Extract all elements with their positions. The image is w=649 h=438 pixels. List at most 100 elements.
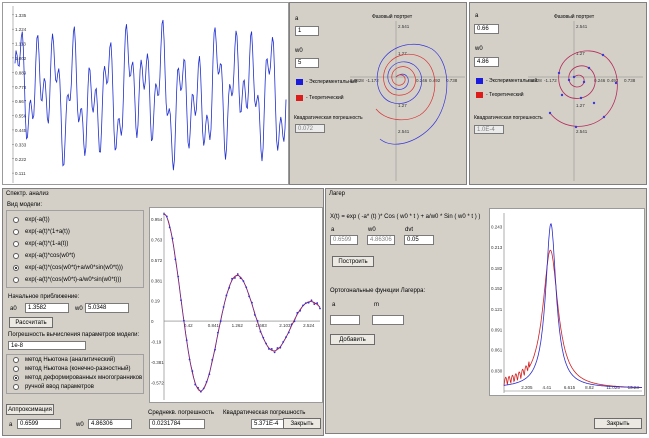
- w0-input-2[interactable]: 4.86: [474, 57, 499, 67]
- a-input-1[interactable]: 1: [295, 26, 319, 36]
- lag-xtick-0: 2.205: [521, 385, 533, 390]
- model-radio-2[interactable]: [13, 241, 19, 247]
- method-radio-2[interactable]: [13, 375, 19, 381]
- error-label-1: Квадратическая погрешность: [294, 115, 363, 121]
- legend-theory-label-1: - Теоретический: [306, 95, 344, 101]
- phase1-xtick-0: 0.9328: [350, 78, 364, 83]
- error-output-2: 1.0E-4: [474, 125, 504, 134]
- phase2-dot-1: [582, 80, 586, 84]
- phase1-ytick-3: 2.541: [398, 129, 410, 134]
- model-label-3[interactable]: exp(-a(t)*cos(w0*t): [25, 253, 76, 259]
- lag-ytick-3: 0.152: [491, 286, 503, 291]
- method-label-3[interactable]: ручной ввод параметров: [25, 384, 94, 390]
- signal-ytick-0: 1.335: [15, 13, 27, 18]
- quad-error-label: Квадратическая погрешность: [223, 410, 306, 416]
- method-radio-3[interactable]: [13, 384, 19, 390]
- spec-ytick-3: 0.381: [151, 278, 163, 283]
- phase2-dot-3: [587, 66, 591, 70]
- mean-error-label: Среднекв. погрешность: [148, 410, 214, 416]
- model-label-4[interactable]: exp(-a(t)*(cos(w0*t)+a/w0*sin(w0*t))): [25, 265, 123, 271]
- phase-window-1: a 1 w0 5 - Экспериментальный - Теоретиче…: [289, 2, 467, 185]
- method-label-2[interactable]: метод деформированных многогранников: [25, 375, 143, 381]
- phase2-dot-10: [548, 111, 552, 115]
- spectrum-plot-frame: 0.954 0.763 0.572 0.381 0.19 0 -0.19 -0.381 -0.5…: [149, 207, 323, 403]
- phase2-dot-6: [601, 53, 605, 57]
- signal-ytick-5: 0.778: [15, 85, 27, 90]
- spec-xtick-2: 1.262: [232, 323, 244, 328]
- result-a-label: a: [9, 422, 13, 428]
- laguerre-plot: 0.243 0.213 0.182 0.152 0.121 0.091 0.061 0.030…: [491, 213, 642, 393]
- method-group: [6, 354, 144, 394]
- build-button[interactable]: Построить: [332, 256, 374, 267]
- method-radio-1[interactable]: [13, 366, 19, 372]
- mean-error-output: 0.0231784: [149, 419, 205, 429]
- phase1-theory-curve: [375, 53, 436, 121]
- method-label-0[interactable]: метод Ньютона (аналитический): [25, 357, 116, 363]
- lag-ytick-7: 0.030: [491, 369, 503, 374]
- spectrum-close-button[interactable]: Закрыть: [283, 418, 321, 429]
- model-radio-0[interactable]: [13, 217, 19, 223]
- spectrum-plot: 0.954 0.763 0.572 0.381 0.19 0 -0.19 -0.381 -0.5…: [151, 212, 321, 400]
- phase2-dot-11: [560, 93, 564, 97]
- tolerance-input[interactable]: 1e-8: [8, 341, 86, 350]
- model-radio-4[interactable]: [13, 265, 19, 271]
- lag-ytick-2: 0.182: [491, 266, 503, 271]
- phase2-ytick-1: 1.27: [576, 51, 585, 56]
- a0-input[interactable]: 1.3582: [25, 303, 69, 313]
- spec-exp-line: [163, 213, 321, 393]
- result-a-output[interactable]: 0.6599: [17, 419, 61, 429]
- phase1-exp-curve: [376, 44, 448, 145]
- lag-a-input[interactable]: 0.6599: [330, 235, 358, 245]
- phase-plot-1: Фазовый портрет 2.541 1.27 1.27 2.541 0.…: [350, 13, 465, 181]
- phase-window-2: a 0.66 w0 4.86 - Экспериментальный - Тео…: [469, 2, 647, 185]
- phase2-dot-5: [557, 71, 561, 75]
- phase2-dot-8: [602, 115, 606, 119]
- model-radio-3[interactable]: [13, 253, 19, 259]
- phase2-dot-9: [574, 125, 578, 129]
- method-radio-0[interactable]: [13, 357, 19, 363]
- laguerre-close-button[interactable]: Закрыть: [594, 418, 642, 429]
- model-label-5[interactable]: exp(-a(t)*(cos(w0*t)-a/w0*sin(w0*t))): [25, 277, 122, 283]
- phase1-ytick-0: 2.541: [398, 24, 410, 29]
- a-input-2[interactable]: 0.66: [474, 24, 499, 34]
- quad-error-output: 5.371E-4: [251, 419, 287, 429]
- signal-ytick-8: 0.445: [15, 128, 27, 133]
- model-label-0[interactable]: exp(-a(t)): [25, 217, 50, 223]
- calculate-button[interactable]: Рассчитать: [9, 317, 53, 328]
- add-button[interactable]: Добавить: [330, 334, 375, 345]
- w0-label-2: w0: [475, 46, 483, 52]
- model-label-1[interactable]: exp(-a(t)*(1+a(t)): [25, 229, 70, 235]
- phase1-ytick-1: 1.27: [398, 51, 407, 56]
- w0-input-1[interactable]: 5: [295, 58, 319, 68]
- w0-init-input[interactable]: 5.0348: [85, 303, 129, 313]
- lag-w0-label: w0: [368, 227, 376, 233]
- spec-ytick-1: 0.763: [151, 237, 163, 242]
- model-radio-5[interactable]: [13, 277, 19, 283]
- spec-ytick-5: 0: [151, 319, 154, 324]
- laguerre-window: Лагер X(t) = exp ( -a* (t) )* Cos ( w0 *…: [325, 188, 647, 434]
- model-radio-1[interactable]: [13, 229, 19, 235]
- lag-dvt-input[interactable]: 0.05: [404, 235, 434, 245]
- phase2-dot-12: [592, 101, 596, 105]
- laguerre-plot-frame: 0.243 0.213 0.182 0.152 0.121 0.091 0.061 0.030…: [489, 208, 645, 396]
- lag-ytick-0: 0.243: [491, 225, 503, 230]
- spec-ytick-4: 0.19: [151, 299, 160, 304]
- spec-ytick-6: -0.19: [151, 339, 162, 344]
- w0-label-1: w0: [295, 48, 303, 54]
- spec-ytick-2: 0.572: [151, 258, 163, 263]
- func-m-input[interactable]: [372, 315, 404, 325]
- model-label-2[interactable]: exp(-a(t)*(1-a(t)): [25, 241, 69, 247]
- legend-exp-swatch-1: [296, 79, 303, 85]
- error-label-2: Квадратическая погрешность: [474, 115, 543, 121]
- approximation-button[interactable]: Аппроксимация: [6, 404, 54, 415]
- lag-w0-input[interactable]: 4.86306: [367, 235, 395, 245]
- lag-xtick-2: 6.615: [564, 385, 576, 390]
- lag-ytick-5: 0.091: [491, 327, 503, 332]
- lag-ytick-1: 0.213: [491, 245, 503, 250]
- lag-dvt-label: dvt: [405, 227, 414, 233]
- func-a-input[interactable]: [330, 315, 360, 325]
- signal-ytick-1: 1.224: [15, 27, 27, 32]
- phase2-dot-7: [614, 81, 618, 85]
- method-label-1[interactable]: метод Ньютона (конечно-разностный): [25, 366, 131, 372]
- result-w0-output[interactable]: 4.86306: [88, 419, 132, 429]
